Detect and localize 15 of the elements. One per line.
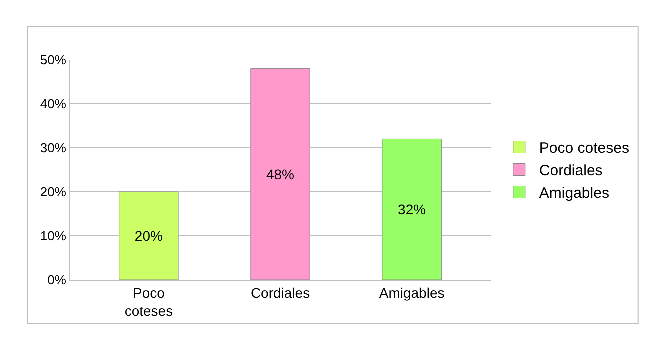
legend-label: Amigables bbox=[539, 185, 610, 202]
data-label: 20% bbox=[134, 228, 163, 244]
data-label: 48% bbox=[266, 166, 295, 182]
data-label: 32% bbox=[398, 202, 426, 218]
x-tick-label: Poco coteses bbox=[124, 284, 174, 319]
y-tick-label: 10% bbox=[40, 228, 67, 244]
y-tick-label: 0% bbox=[48, 272, 67, 288]
x-tick-label: Cordiales bbox=[250, 284, 310, 301]
y-tick-label: 30% bbox=[40, 140, 67, 156]
legend-label: Poco coteses bbox=[539, 140, 630, 158]
y-tick-label: 40% bbox=[40, 96, 67, 112]
y-tick-label: 20% bbox=[40, 184, 67, 200]
y-tick-label: 50% bbox=[40, 52, 67, 68]
x-tick-label: Amigables bbox=[379, 284, 445, 301]
legend-label: Cordiales bbox=[539, 162, 603, 180]
